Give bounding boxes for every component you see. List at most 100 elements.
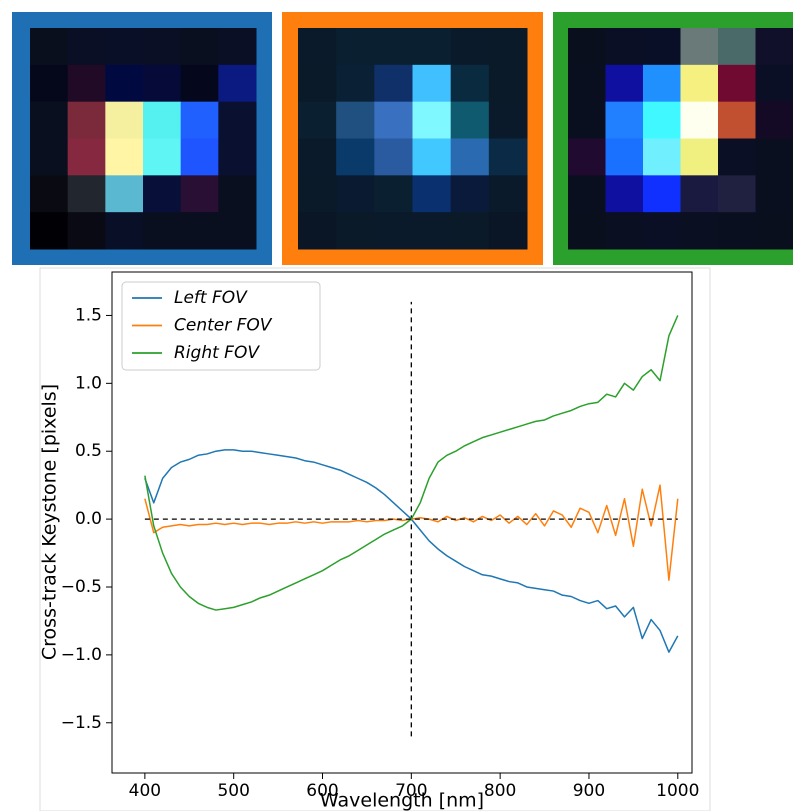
image-pixel xyxy=(568,212,606,249)
image-pixel xyxy=(756,175,793,212)
image-pixel xyxy=(336,28,375,65)
image-pixel xyxy=(105,212,143,249)
image-pixel xyxy=(643,65,681,102)
image-pixel xyxy=(105,102,143,139)
image-pixel xyxy=(218,139,256,176)
image-pixel xyxy=(143,65,181,102)
image-pixel xyxy=(374,139,413,176)
image-pixel xyxy=(756,139,793,176)
image-pixel xyxy=(336,102,375,139)
image-pixel xyxy=(181,212,219,249)
image-pixel xyxy=(374,102,413,139)
image-pixel xyxy=(489,212,528,249)
image-pixel xyxy=(105,175,143,212)
image-pixel xyxy=(681,102,719,139)
image-pixel xyxy=(336,139,375,176)
image-pixel xyxy=(143,28,181,65)
y-tick-label: −1.5 xyxy=(61,713,102,733)
image-pixel xyxy=(489,102,528,139)
image-pixel xyxy=(181,65,219,102)
x-tick-label: 500 xyxy=(217,781,249,801)
image-pixel xyxy=(68,139,106,176)
image-pixel xyxy=(489,175,528,212)
image-pixel xyxy=(606,102,644,139)
image-pixel xyxy=(336,65,375,102)
image-pixel xyxy=(413,139,452,176)
image-pixel xyxy=(413,28,452,65)
image-pixel xyxy=(68,65,106,102)
image-pixel xyxy=(30,175,68,212)
image-pixel xyxy=(718,139,756,176)
image-pixel xyxy=(606,212,644,249)
legend-label: Center FOV xyxy=(174,316,273,336)
image-pixel xyxy=(643,175,681,212)
image-pixel xyxy=(218,102,256,139)
image-pixel xyxy=(374,28,413,65)
image-pixel xyxy=(451,139,490,176)
image-pixel xyxy=(30,212,68,249)
legend-label: Left FOV xyxy=(174,288,248,308)
image-pixel xyxy=(756,102,793,139)
image-pixel xyxy=(643,102,681,139)
y-tick-label: 0.0 xyxy=(75,509,102,529)
y-tick-label: 1.5 xyxy=(75,305,102,325)
image-pixel xyxy=(336,175,375,212)
image-pixel xyxy=(606,139,644,176)
image-pixel xyxy=(298,65,337,102)
image-pixel xyxy=(68,175,106,212)
image-pixel xyxy=(30,28,68,65)
image-pixel xyxy=(105,139,143,176)
image-pixel xyxy=(756,212,793,249)
image-pixel xyxy=(489,65,528,102)
x-tick-label: 800 xyxy=(484,781,516,801)
image-pixel xyxy=(718,175,756,212)
image-pixel xyxy=(143,212,181,249)
image-pixel xyxy=(489,28,528,65)
y-tick-label: −0.5 xyxy=(61,577,102,597)
image-pixel xyxy=(606,65,644,102)
image-pixel xyxy=(374,65,413,102)
image-pixel xyxy=(756,65,793,102)
image-pixel xyxy=(568,65,606,102)
image-pixel xyxy=(718,65,756,102)
image-pixel xyxy=(489,139,528,176)
image-pixel xyxy=(105,28,143,65)
y-tick-label: 0.5 xyxy=(75,441,102,461)
image-pixel xyxy=(68,28,106,65)
legend-label: Right FOV xyxy=(174,343,260,363)
image-pixel xyxy=(68,102,106,139)
image-panels xyxy=(12,12,793,265)
image-pixel xyxy=(451,28,490,65)
figure: Wavelength [nm] Cross-track Keystone [pi… xyxy=(0,0,793,811)
image-pixel xyxy=(718,102,756,139)
image-pixel xyxy=(298,175,337,212)
image-pixel xyxy=(143,175,181,212)
image-pixel xyxy=(568,139,606,176)
image-pixel xyxy=(681,28,719,65)
image-pixel xyxy=(68,212,106,249)
image-pixel xyxy=(681,175,719,212)
image-pixel xyxy=(143,139,181,176)
image-pixel xyxy=(606,28,644,65)
image-pixel xyxy=(643,139,681,176)
image-pixel xyxy=(298,28,337,65)
image-pixel xyxy=(105,65,143,102)
image-pixel xyxy=(298,139,337,176)
image-pixel xyxy=(643,212,681,249)
image-pixel xyxy=(374,212,413,249)
x-tick-label: 900 xyxy=(573,781,605,801)
image-pixel xyxy=(143,102,181,139)
image-pixel xyxy=(181,28,219,65)
image-pixel xyxy=(413,212,452,249)
image-pixel xyxy=(681,65,719,102)
image-pixel xyxy=(181,139,219,176)
image-pixel xyxy=(451,212,490,249)
image-pixel xyxy=(451,175,490,212)
image-pixel xyxy=(568,102,606,139)
image-pixel xyxy=(181,175,219,212)
image-pixel xyxy=(298,212,337,249)
x-tick-label: 1000 xyxy=(656,781,699,801)
image-pixel xyxy=(606,175,644,212)
image-pixel xyxy=(413,175,452,212)
x-tick-label: 700 xyxy=(395,781,427,801)
